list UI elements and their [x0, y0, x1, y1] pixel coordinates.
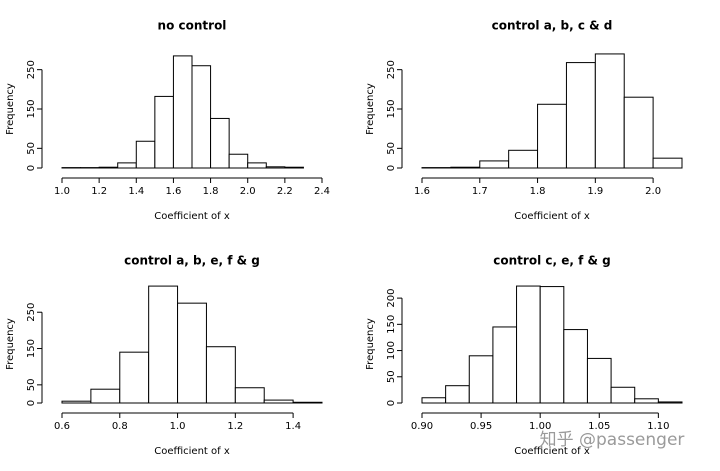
y-tick-label: 150 [386, 99, 397, 118]
watermark: 知乎 @passenger [540, 430, 685, 450]
x-tick-label: 1.10 [647, 421, 669, 432]
bar [177, 302, 207, 404]
x-tick-label: 0.8 [112, 421, 128, 432]
bar [421, 397, 447, 404]
x-tick-label: 1.4 [128, 186, 144, 197]
x-tick-label: 2.2 [277, 186, 293, 197]
bar [623, 96, 654, 169]
bar [98, 166, 119, 169]
x-tick-label: 1.8 [530, 186, 546, 197]
bar [90, 388, 121, 404]
x-axis-label: Coefficient of x [514, 446, 590, 457]
chart-title: control c, e, f & g [493, 254, 610, 268]
y-tick-label: 250 [26, 303, 37, 322]
bar [119, 351, 150, 404]
bar [492, 326, 518, 404]
bar [263, 399, 294, 404]
x-tick-label: 1.0 [54, 186, 70, 197]
y-axis-label: Frequency [365, 83, 376, 135]
x-tick-label: 2.0 [645, 186, 661, 197]
x-tick-label: 1.2 [227, 421, 243, 432]
y-tick-label: 0 [26, 165, 37, 171]
bar [117, 162, 137, 169]
x-axis-label: Coefficient of x [154, 211, 230, 222]
bar [565, 62, 596, 169]
y-axis-label: Frequency [5, 83, 16, 135]
bar [594, 53, 625, 169]
x-tick-label: 2.4 [314, 186, 330, 197]
bar [445, 385, 470, 404]
y-tick-label: 50 [26, 378, 37, 391]
x-tick-label: 1.2 [91, 186, 107, 197]
x-tick-label: 1.8 [203, 186, 219, 197]
bar [210, 117, 230, 169]
chart-title: control a, b, c & d [492, 19, 613, 33]
chart-title: control a, b, e, f & g [124, 254, 260, 268]
bar [468, 355, 494, 404]
bar [247, 162, 267, 169]
bar [265, 166, 286, 169]
chart-title: no control [158, 19, 227, 33]
bar [61, 400, 92, 404]
bar [508, 149, 539, 169]
bar [563, 329, 588, 404]
x-axis-label: Coefficient of x [154, 446, 230, 457]
y-tick-label: 250 [386, 60, 397, 79]
x-tick-label: 1.05 [588, 421, 610, 432]
bar [479, 160, 510, 169]
x-tick-label: 0.6 [54, 421, 70, 432]
y-axis-label: Frequency [365, 318, 376, 370]
bar [652, 157, 683, 169]
y-tick-label: 150 [26, 339, 37, 358]
x-tick-label: 1.9 [587, 186, 603, 197]
y-tick-label: 50 [26, 142, 37, 155]
bar [292, 401, 323, 404]
x-tick-label: 1.00 [529, 421, 551, 432]
bar [586, 357, 612, 404]
x-tick-label: 1.6 [414, 186, 430, 197]
y-tick-label: 0 [26, 400, 37, 406]
bar [191, 65, 212, 169]
y-tick-label: 200 [386, 289, 397, 308]
bar [539, 286, 565, 404]
bar [135, 140, 156, 169]
bar [148, 285, 179, 404]
bar [234, 387, 265, 404]
bar [610, 386, 636, 404]
x-tick-label: 0.95 [470, 421, 492, 432]
bar [634, 398, 659, 404]
y-tick-label: 100 [386, 341, 397, 360]
bar [284, 166, 304, 169]
x-tick-label: 1.7 [472, 186, 488, 197]
y-tick-label: 0 [386, 400, 397, 406]
bar [657, 401, 683, 404]
x-tick-label: 1.4 [285, 421, 301, 432]
y-tick-label: 150 [386, 315, 397, 334]
x-tick-label: 1.6 [165, 186, 181, 197]
x-axis-label: Coefficient of x [514, 211, 590, 222]
y-tick-label: 0 [386, 165, 397, 171]
y-tick-label: 50 [386, 142, 397, 155]
x-tick-label: 1.0 [170, 421, 186, 432]
x-tick-label: 2.0 [240, 186, 256, 197]
bar [450, 166, 481, 169]
bar [228, 153, 249, 169]
bar [172, 55, 193, 169]
x-tick-label: 0.90 [411, 421, 433, 432]
y-tick-label: 250 [26, 60, 37, 79]
bar [537, 103, 567, 169]
y-axis-label: Frequency [5, 318, 16, 370]
bar [516, 285, 541, 404]
y-tick-label: 150 [26, 99, 37, 118]
y-tick-label: 50 [386, 370, 397, 383]
bar [205, 346, 236, 404]
bar [154, 95, 174, 169]
